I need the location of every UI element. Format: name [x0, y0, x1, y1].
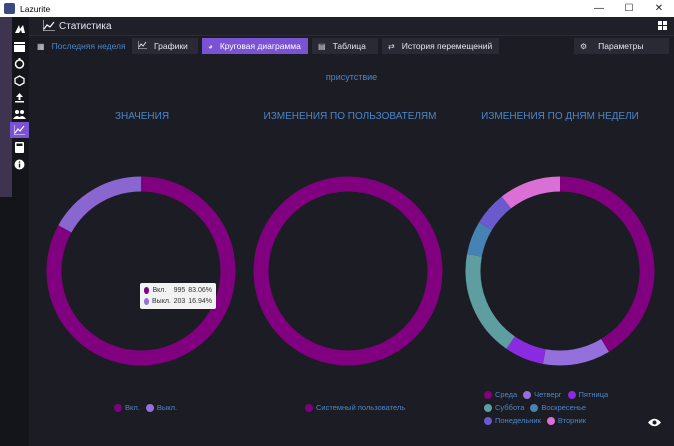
- tooltip-row-on: Вкл. 995 83.06%: [144, 285, 212, 296]
- donut-slice[interactable]: [58, 176, 142, 233]
- legend-by-weekday: Среда Четверг Пятница Суббота Воскресень…: [484, 390, 644, 425]
- section-title-values: ЗНАЧЕНИЯ: [114, 111, 170, 122]
- legend-label: Вторник: [557, 416, 586, 425]
- minimize-button[interactable]: —: [594, 3, 604, 14]
- donut-slice[interactable]: [506, 336, 546, 364]
- donut-slice[interactable]: [559, 176, 655, 352]
- legend-label: Четверг: [534, 390, 562, 399]
- sidebar-calculator-icon[interactable]: [10, 139, 29, 155]
- line-chart-icon: [137, 41, 147, 51]
- tab-pie-chart-label: Круговая диаграмма: [219, 41, 301, 51]
- parameters-button[interactable]: ⚙ Параметры: [574, 38, 669, 54]
- page-title: Статистика: [59, 20, 112, 32]
- history-icon: ⇄: [388, 41, 395, 51]
- tooltip-swatch-off: [144, 298, 150, 305]
- tab-graphs-label: Графики: [154, 41, 188, 51]
- legend-label: Выкл.: [156, 403, 178, 412]
- legend-item[interactable]: Вторник: [546, 416, 586, 425]
- page-header: Статистика: [29, 17, 674, 36]
- legend-swatch: [567, 390, 576, 399]
- tab-pie-chart[interactable]: ◕ Круговая диаграмма: [202, 38, 308, 54]
- legend-item[interactable]: Вкл.: [114, 403, 140, 412]
- legend-label: Воскресенье: [541, 403, 587, 412]
- table-icon: ▤: [318, 41, 326, 51]
- donut-slice[interactable]: [542, 338, 609, 366]
- legend-item[interactable]: Понедельник: [484, 416, 541, 425]
- donut-slice[interactable]: [465, 253, 516, 349]
- donut-slice[interactable]: [253, 176, 443, 366]
- close-button[interactable]: ✕: [654, 3, 664, 14]
- donut-slice[interactable]: [501, 176, 561, 209]
- legend-label: Понедельник: [495, 416, 541, 425]
- maximize-button[interactable]: ☐: [624, 3, 634, 14]
- legend-swatch: [523, 390, 532, 399]
- donut-slice[interactable]: [46, 176, 236, 366]
- legend-item[interactable]: Пятница: [567, 390, 609, 399]
- sidebar-users-icon[interactable]: [10, 106, 29, 122]
- sidebar-timer-icon[interactable]: [10, 55, 29, 71]
- legend-item[interactable]: Системный пользователь: [305, 403, 405, 412]
- sidebar-accent-strip: [0, 17, 12, 197]
- legend-label: Системный пользователь: [316, 403, 406, 412]
- legend-swatch: [484, 403, 492, 412]
- grid-view-icon[interactable]: [658, 21, 668, 31]
- legend-values: Вкл. Выкл.: [114, 403, 183, 412]
- section-title-by-weekday: ИЗМЕНЕНИЯ ПО ДНЯМ НЕДЕЛИ: [481, 111, 639, 122]
- tooltip-percent-on: 83.06%: [188, 287, 212, 294]
- tooltip-percent-off: 16.94%: [188, 298, 212, 305]
- sidebar-logo-icon[interactable]: [10, 21, 29, 37]
- legend-item[interactable]: Среда: [484, 390, 517, 399]
- legend-swatch: [484, 416, 492, 425]
- tooltip-value-on: 995: [173, 287, 186, 294]
- app-logo-icon: [4, 3, 15, 14]
- legend-label: Среда: [495, 390, 518, 399]
- donut-slice[interactable]: [479, 196, 512, 231]
- legend-by-user: Системный пользователь: [305, 403, 411, 412]
- tab-table-label: Таблица: [332, 41, 366, 51]
- sidebar-statistics-icon[interactable]: [10, 122, 29, 138]
- legend-item[interactable]: Суббота: [484, 403, 524, 412]
- tooltip-row-off: Выкл. 203 16.94%: [144, 296, 212, 307]
- tab-graphs[interactable]: Графики: [132, 38, 198, 54]
- toolbar: ▦ Последняя неделя Графики ◕ Круговая ди…: [29, 36, 674, 58]
- window-title: Lazurite: [20, 3, 51, 14]
- statistics-icon: [42, 19, 55, 33]
- legend-item[interactable]: Воскресенье: [530, 403, 586, 412]
- legend-swatch: [484, 390, 492, 399]
- donut-slice[interactable]: [467, 222, 493, 257]
- period-selector[interactable]: ▦ Последняя неделя: [31, 38, 127, 54]
- sidebar-upload-icon[interactable]: [10, 89, 29, 105]
- legend-swatch: [546, 416, 555, 425]
- legend-swatch: [530, 403, 539, 412]
- legend-label: Суббота: [495, 403, 525, 412]
- period-label: Последняя неделя: [51, 41, 126, 51]
- chart-group-subtitle: присутствие: [325, 72, 378, 82]
- tab-history[interactable]: ⇄ История перемещений: [382, 38, 499, 54]
- pie-chart-icon: ◕: [208, 41, 213, 51]
- calendar-icon: ▦: [37, 41, 45, 51]
- tab-history-label: История перемещений: [401, 41, 493, 51]
- parameters-label: Параметры: [598, 41, 644, 51]
- eye-icon[interactable]: [648, 418, 662, 432]
- legend-swatch: [114, 403, 122, 412]
- tooltip-value-off: 203: [173, 298, 186, 305]
- sidebar-scenes-icon[interactable]: [10, 39, 29, 55]
- sidebar-info-icon[interactable]: [10, 156, 29, 172]
- tab-table[interactable]: ▤ Таблица: [312, 38, 378, 54]
- sidebar: [0, 17, 29, 446]
- legend-label: Пятница: [578, 390, 609, 399]
- gear-icon: ⚙: [580, 41, 588, 51]
- legend-item[interactable]: Выкл.: [145, 403, 178, 412]
- tooltip-swatch-on: [144, 287, 150, 294]
- legend-item[interactable]: Четверг: [523, 390, 562, 399]
- legend-label: Вкл.: [125, 403, 140, 412]
- tooltip-label-off: Выкл.: [152, 298, 171, 305]
- sidebar-box-icon[interactable]: [10, 72, 29, 88]
- legend-swatch: [145, 403, 154, 412]
- legend-swatch: [305, 403, 313, 412]
- tooltip-label-on: Вкл.: [152, 287, 167, 294]
- section-title-by-user: ИЗМЕНЕНИЯ ПО ПОЛЬЗОВАТЕЛЯМ: [263, 111, 437, 122]
- chart-tooltip: Вкл. 995 83.06% Выкл. 203 16.94%: [140, 283, 216, 309]
